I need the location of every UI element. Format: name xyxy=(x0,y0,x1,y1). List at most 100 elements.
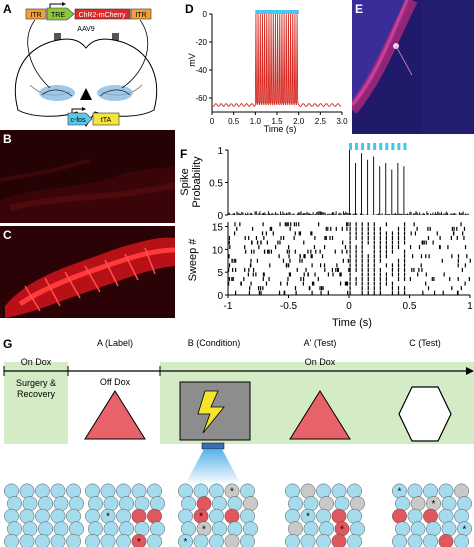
chart-f-raster-tick xyxy=(244,245,246,250)
chart-f-hist-bar xyxy=(267,211,269,215)
neuron-cell xyxy=(285,483,300,499)
chart-f-raster-tick xyxy=(349,222,351,227)
chart-f-raster-tick xyxy=(288,272,291,277)
chart-f-raster-tick xyxy=(443,272,445,277)
chart-f-raster-tick xyxy=(349,272,351,277)
neuron-cell xyxy=(407,483,423,499)
chart-f-raster-tick xyxy=(250,258,252,263)
chart-f-hist-bar xyxy=(238,213,240,215)
chart-f-raster-tick xyxy=(397,240,400,245)
chart-f-raster-tick xyxy=(313,245,316,250)
chart-f-raster-tick xyxy=(347,258,349,263)
chart-f-hist-bar xyxy=(439,213,441,215)
chart-f-hist-bar xyxy=(329,214,331,215)
chart-f-raster-tick xyxy=(307,249,309,254)
chart-f-hist-bar xyxy=(447,212,448,215)
chart-f-raster-tick xyxy=(385,235,387,240)
chart-f-hist-bar xyxy=(228,213,229,215)
chart-f-raster-tick xyxy=(280,235,282,240)
chart-f-raster-tick xyxy=(332,272,334,277)
chart-f-raster-tick xyxy=(335,226,337,231)
chart-f-raster-tick xyxy=(413,222,415,227)
chart-f-raster-tick xyxy=(233,231,236,236)
chart-f-raster-tick xyxy=(320,286,323,291)
chart-f-raster-tick xyxy=(279,222,281,227)
chart-f-raster-tick xyxy=(361,249,363,254)
neuron-cell xyxy=(423,533,438,547)
chart-f-hist-bar xyxy=(318,211,320,215)
chart-f-raster-tick xyxy=(425,240,427,245)
chart-f-hist-bar xyxy=(273,214,275,215)
chart-f-raster-tick xyxy=(311,254,313,259)
chart-f-hist-bar xyxy=(316,212,318,215)
neuron-cell xyxy=(53,496,69,512)
chart-f-raster-tick xyxy=(319,249,321,254)
chart-d-stim-pulse xyxy=(261,10,265,14)
chart-f-raster-tick xyxy=(453,226,455,231)
chart-f-raster-tick xyxy=(235,258,237,263)
chr2-label: ChR2-mCherry xyxy=(78,12,126,19)
chart-f-raster-tick xyxy=(323,263,326,268)
chart-f-raster-tick xyxy=(464,281,466,286)
neuron-cell xyxy=(441,521,457,537)
chart-f-raster-tick xyxy=(379,226,381,231)
chart-f-hist-bar xyxy=(445,211,447,215)
neuron-cell xyxy=(227,496,243,512)
chart-f-hist-bar xyxy=(465,213,467,215)
chart-f-raster-tick xyxy=(286,222,288,227)
context-a-prime-triangle xyxy=(289,390,351,440)
chart-f-raster-tick xyxy=(391,249,394,254)
chart-f-hist-bar xyxy=(421,214,423,215)
chart-f-raster-tick xyxy=(287,277,289,282)
chart-f-raster-tick xyxy=(300,277,302,282)
chart-f-raster-tick xyxy=(457,258,459,263)
neuron-cell xyxy=(19,508,35,524)
chart-f-hist-bar xyxy=(272,213,274,215)
chart-f-hist-bar xyxy=(276,213,278,215)
chart-f-raster-tick xyxy=(403,254,406,259)
neuron-cell xyxy=(7,521,22,537)
chart-f-hist-bar xyxy=(319,211,321,215)
chart-f-raster-tick xyxy=(361,254,363,259)
chart-f-raster-tick xyxy=(385,240,387,245)
chart-d-xtick: 1.5 xyxy=(271,117,283,126)
chart-f-raster-tick xyxy=(339,281,342,286)
chart-f-raster-tick xyxy=(361,226,363,231)
chart-f-raster-tick xyxy=(403,240,406,245)
chart-d-stim-pulse xyxy=(270,10,273,14)
chart-f-raster-tick xyxy=(311,281,314,286)
chart-f-hist-bar xyxy=(443,213,445,215)
chart-f-raster-tick xyxy=(391,240,394,245)
chart-d-voltage-trace: 0 -20 -40 -60 0 0.5 1.0 1.5 2.0 2.5 3.0 mV Time (s… xyxy=(187,10,348,134)
chart-f-raster-tick xyxy=(464,263,466,268)
neuron-cell xyxy=(19,533,35,547)
chart-f-raster-tick xyxy=(367,240,369,245)
chart-f-raster-tick xyxy=(286,281,288,286)
chart-f-raster-tick xyxy=(236,226,238,231)
chart-f-raster-tick xyxy=(251,226,254,231)
chart-f-raster-tick xyxy=(367,286,369,291)
neuron-cell xyxy=(316,483,331,499)
virus-label: AAV9 xyxy=(77,26,94,33)
chart-f-hist-bar xyxy=(449,214,451,215)
chart-f-raster-tick xyxy=(355,222,357,227)
chart-f-raster-tick xyxy=(373,254,375,259)
chart-f-raster-tick xyxy=(349,286,351,291)
itr-right-label: ITR xyxy=(135,12,146,19)
chart-f-raster-tick xyxy=(361,272,363,277)
chart-f-hist-bar xyxy=(440,211,442,215)
chart-f-raster-tick xyxy=(379,277,381,282)
chart-f-raster-tick xyxy=(310,249,312,254)
chart-f-hist-bar xyxy=(410,212,412,215)
chart-f-raster-tick xyxy=(355,258,357,263)
chart-f-raster-tick xyxy=(247,272,249,277)
chart-f-hist-bar xyxy=(416,212,418,215)
chart-f-raster-tick xyxy=(337,267,339,272)
chart-f-raster-tick xyxy=(303,254,305,259)
panel-c-label: C xyxy=(3,228,12,242)
chart-f-raster-tick xyxy=(349,258,351,263)
chart-f-raster-tick xyxy=(431,277,433,282)
chart-f-raster-tick xyxy=(287,222,289,227)
chart-f-raster-tick xyxy=(413,267,415,272)
chart-f-raster-tick xyxy=(283,235,285,240)
